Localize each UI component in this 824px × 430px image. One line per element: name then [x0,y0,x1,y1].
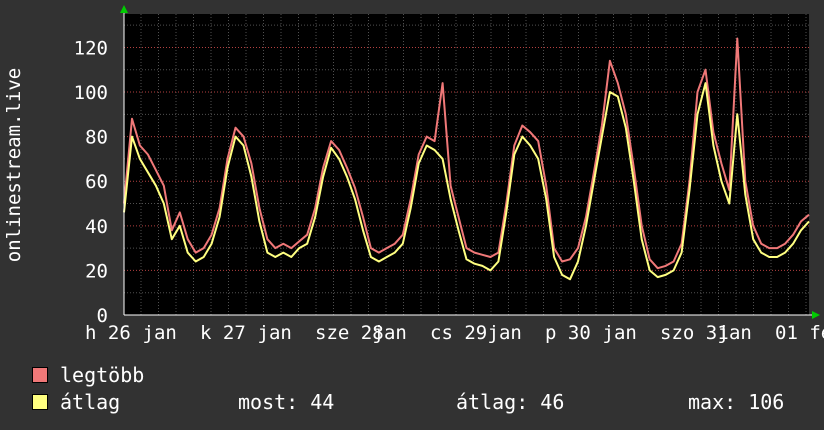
x-axis-arrow-icon [812,311,820,319]
y-tick-label: 60 [85,171,108,193]
x-tick-label: jan [718,322,752,344]
legend-swatch-max [32,367,48,383]
y-axis-arrow-icon [120,5,128,13]
y-axis-ticks: 0 20 40 60 80 100 120 [74,37,108,327]
y-tick-label: 20 [85,260,108,282]
plot-background [124,14,809,315]
y-tick-label: 100 [74,82,108,104]
y-tick-label: 40 [85,216,108,238]
stat-now: most: 44 [238,390,335,414]
series-lines [123,37,810,281]
y-tick-label: 120 [74,37,108,59]
legend-item-avg: átlag most: 44 átlag: 46 max: 106 [32,391,824,413]
y-tick-label: 80 [85,127,108,149]
legend-label-max: legtöbb [60,363,145,387]
stat-max: max: 106 [688,390,785,414]
y-axis-label: onlinestream.live [3,68,25,262]
x-tick-label: k 27 [200,322,246,344]
x-tick-label: jan [488,322,522,344]
x-tick-label: jan [373,322,407,344]
series-line-avg [123,82,810,281]
series-line-max [123,37,810,270]
x-tick-label: jan [143,322,177,344]
x-tick-label: jan [603,322,637,344]
x-tick-label: p 30 [545,322,591,344]
x-tick-label: sze 28 [315,322,384,344]
x-tick-label: jan [258,322,292,344]
x-tick-label: h 26 [85,322,131,344]
y-tick-label: 0 [97,305,108,327]
x-tick-label: 01 febr [775,322,824,344]
x-tick-label: cs 29 [430,322,487,344]
stat-avg: átlag: 46 [456,390,565,414]
x-tick-label: szo 31 [660,322,729,344]
legend-swatch-avg [32,394,48,410]
legend-label-avg: átlag [60,390,121,414]
